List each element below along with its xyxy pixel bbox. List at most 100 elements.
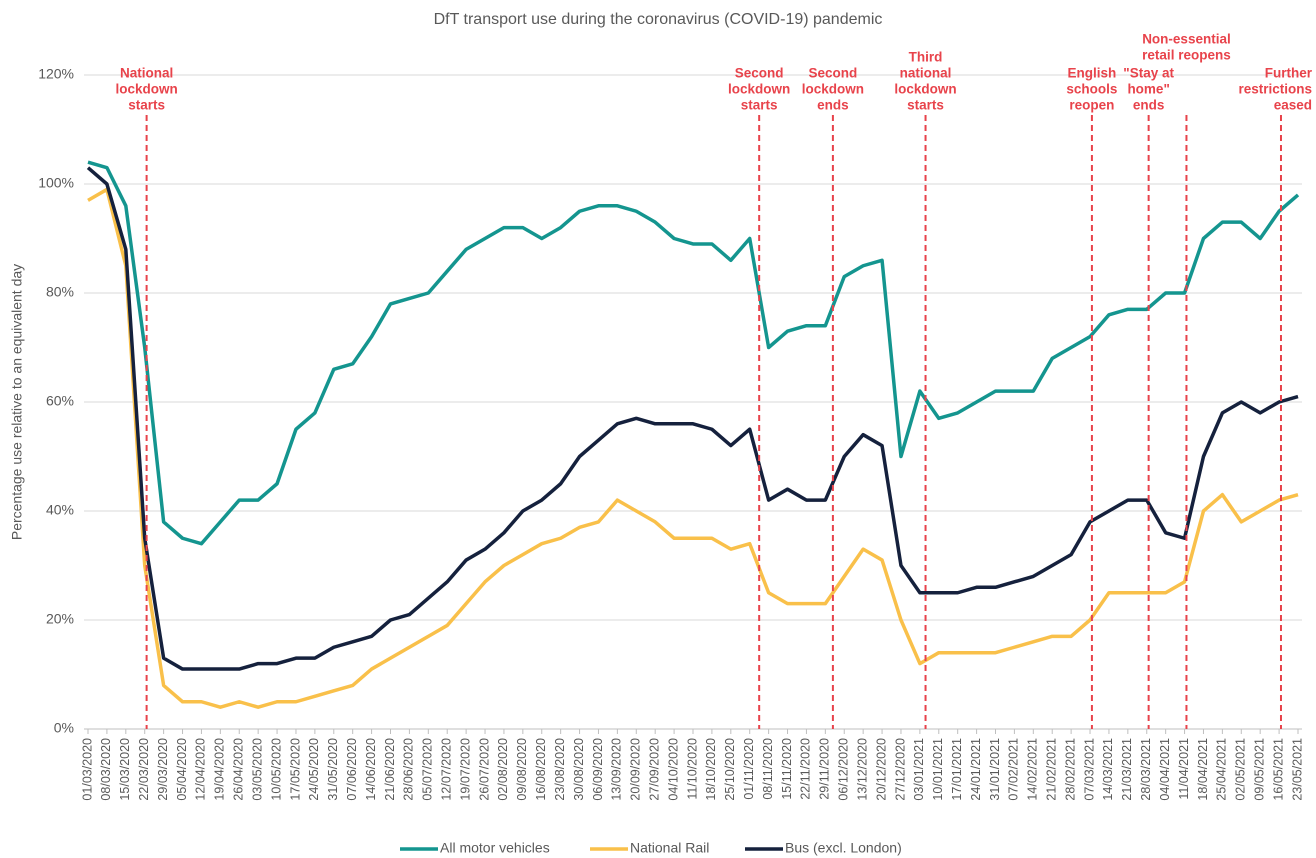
x-tick-label: 03/05/2020 [250,738,264,801]
x-tick-label: 18/10/2020 [704,738,718,801]
x-tick-label: 13/09/2020 [610,738,624,801]
x-tick-label: 28/02/2021 [1063,738,1077,801]
annotation-text: Non-essential [1142,32,1231,47]
x-tick-label: 19/07/2020 [458,738,472,801]
x-tick-label: 04/10/2020 [666,738,680,801]
x-tick-label: 30/08/2020 [572,738,586,801]
x-tick-label: 09/05/2021 [1252,738,1266,801]
x-tick-label: 22/03/2020 [137,738,151,801]
x-tick-label: 08/11/2020 [761,738,775,800]
x-tick-label: 06/09/2020 [591,738,605,801]
x-tick-label: 10/01/2021 [931,738,945,801]
legend-label: National Rail [630,840,709,856]
x-tick-label: 11/04/2021 [1177,738,1191,800]
x-tick-label: 01/11/2020 [742,738,756,800]
x-tick-label: 07/03/2021 [1082,738,1096,801]
x-tick-label: 15/11/2020 [780,738,794,800]
series-line [87,187,1299,709]
annotation-text: lockdown [728,82,790,97]
y-tick-label: 80% [46,284,74,300]
annotation-text: restrictions [1238,82,1312,97]
annotation-text: Second [735,66,784,81]
annotation-text: National [120,66,173,81]
x-tick-label: 20/12/2020 [874,738,888,801]
y-tick-label: 120% [38,66,74,82]
x-tick-label: 28/06/2020 [402,738,416,801]
series-line [86,166,1299,671]
annotation-text: national [900,66,952,81]
x-tick-label: 21/03/2021 [1120,738,1134,801]
x-tick-label: 19/04/2020 [213,738,227,801]
annotation-text: ends [1133,98,1165,113]
annotation-text: lockdown [802,82,864,97]
x-tick-label: 16/05/2021 [1271,738,1285,801]
x-tick-label: 14/06/2020 [364,738,378,801]
x-tick-label: 17/01/2021 [950,738,964,801]
x-tick-label: 07/06/2020 [345,738,359,801]
x-tick-label: 29/03/2020 [156,738,170,801]
annotation-text: starts [907,98,944,113]
x-tick-label: 07/02/2021 [1007,738,1021,801]
y-tick-label: 60% [46,393,74,409]
x-tick-label: 05/07/2020 [421,738,435,801]
x-tick-label: 11/10/2020 [685,738,699,800]
annotation-text: schools [1066,82,1117,97]
x-tick-label: 27/12/2020 [893,738,907,801]
annotation-text: Further [1265,66,1313,81]
legend-label: All motor vehicles [440,840,550,856]
annotation-text: starts [741,98,778,113]
x-tick-label: 23/05/2021 [1290,738,1304,801]
annotation-text: Second [809,66,858,81]
annotation-text: "Stay at [1123,66,1174,81]
annotation-text: Third [909,50,943,65]
annotation-text: eased [1274,98,1312,113]
x-tick-label: 28/03/2021 [1139,738,1153,801]
x-tick-label: 31/05/2020 [326,738,340,801]
x-tick-label: 25/10/2020 [723,738,737,801]
y-tick-label: 100% [38,175,74,191]
x-tick-label: 24/01/2021 [969,738,983,801]
annotation-text: home" [1127,82,1169,97]
x-tick-label: 23/08/2020 [553,738,567,801]
y-axis-title: Percentage use relative to an equivalent… [9,264,25,540]
x-tick-label: 13/12/2020 [855,738,869,801]
annotation-text: starts [128,98,165,113]
x-tick-label: 03/01/2021 [912,738,926,801]
x-tick-label: 01/03/2020 [80,738,94,801]
annotation-text: lockdown [115,82,177,97]
annotation-text: reopen [1069,98,1114,113]
x-tick-label: 04/04/2021 [1158,738,1172,801]
x-tick-label: 26/04/2020 [232,738,246,801]
x-tick-label: 12/07/2020 [440,738,454,801]
x-tick-label: 15/03/2020 [118,738,132,801]
annotation-text: retail reopens [1142,48,1231,63]
x-tick-label: 18/04/2021 [1196,738,1210,801]
x-tick-label: 06/12/2020 [837,738,851,801]
series-line [87,160,1300,546]
x-tick-label: 09/08/2020 [515,738,529,801]
x-tick-label: 17/05/2020 [288,738,302,801]
x-tick-label: 24/05/2020 [307,738,321,801]
x-tick-label: 16/08/2020 [534,738,548,801]
x-tick-label: 21/02/2021 [1045,738,1059,801]
x-tick-label: 27/09/2020 [647,738,661,801]
x-tick-label: 02/08/2020 [496,738,510,801]
x-tick-label: 08/03/2020 [99,738,113,801]
x-tick-label: 05/04/2020 [175,738,189,801]
annotation-text: English [1068,66,1117,81]
x-tick-label: 14/03/2021 [1101,738,1115,801]
x-tick-label: 20/09/2020 [629,738,643,801]
x-tick-label: 10/05/2020 [269,738,283,801]
annotation-text: lockdown [894,82,956,97]
x-tick-label: 29/11/2020 [818,738,832,800]
x-tick-label: 21/06/2020 [383,738,397,801]
x-tick-label: 31/01/2021 [988,738,1002,801]
x-tick-label: 26/07/2020 [477,738,491,801]
x-tick-label: 02/05/2021 [1234,738,1248,801]
y-tick-label: 40% [46,502,74,518]
x-tick-label: 25/04/2021 [1215,738,1229,801]
x-tick-label: 22/11/2020 [799,738,813,800]
x-tick-label: 14/02/2021 [1026,738,1040,801]
legend-label: Bus (excl. London) [785,840,902,856]
